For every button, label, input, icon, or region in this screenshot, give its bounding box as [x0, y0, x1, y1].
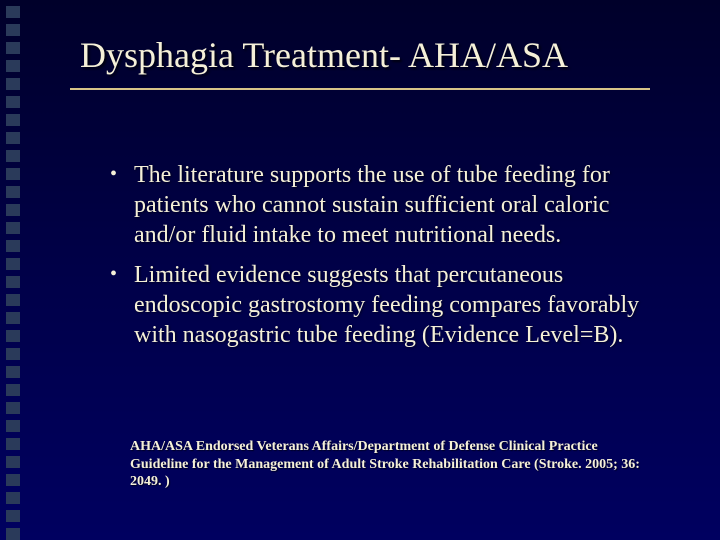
strip-square — [6, 204, 20, 216]
strip-square — [6, 456, 20, 468]
bullet-item: •Limited evidence suggests that percutan… — [110, 260, 670, 350]
strip-square — [6, 132, 20, 144]
strip-square — [6, 384, 20, 396]
strip-square — [6, 402, 20, 414]
strip-square — [6, 96, 20, 108]
strip-square — [6, 186, 20, 198]
title-underline — [70, 88, 650, 90]
strip-square — [6, 312, 20, 324]
strip-square — [6, 42, 20, 54]
strip-square — [6, 258, 20, 270]
strip-square — [6, 510, 20, 522]
strip-square — [6, 276, 20, 288]
strip-square — [6, 168, 20, 180]
strip-square — [6, 420, 20, 432]
strip-square — [6, 294, 20, 306]
strip-square — [6, 474, 20, 486]
bullet-text: Limited evidence suggests that percutane… — [134, 260, 670, 350]
strip-square — [6, 24, 20, 36]
strip-square — [6, 78, 20, 90]
strip-square — [6, 528, 20, 540]
slide-citation: AHA/ASA Endorsed Veterans Affairs/Depart… — [130, 438, 650, 491]
strip-square — [6, 60, 20, 72]
slide: Dysphagia Treatment- AHA/ASA •The litera… — [0, 0, 720, 540]
slide-title: Dysphagia Treatment- AHA/ASA — [80, 36, 568, 76]
strip-square — [6, 150, 20, 162]
strip-square — [6, 492, 20, 504]
strip-square — [6, 114, 20, 126]
decorative-left-strip — [0, 0, 32, 540]
bullet-item: •The literature supports the use of tube… — [110, 160, 670, 250]
strip-square — [6, 438, 20, 450]
strip-square — [6, 6, 20, 18]
strip-square — [6, 240, 20, 252]
strip-square — [6, 366, 20, 378]
strip-square — [6, 348, 20, 360]
bullet-text: The literature supports the use of tube … — [134, 160, 670, 250]
bullet-icon: • — [110, 260, 134, 288]
strip-square — [6, 222, 20, 234]
strip-square — [6, 330, 20, 342]
bullet-icon: • — [110, 160, 134, 188]
slide-body: •The literature supports the use of tube… — [110, 160, 670, 360]
